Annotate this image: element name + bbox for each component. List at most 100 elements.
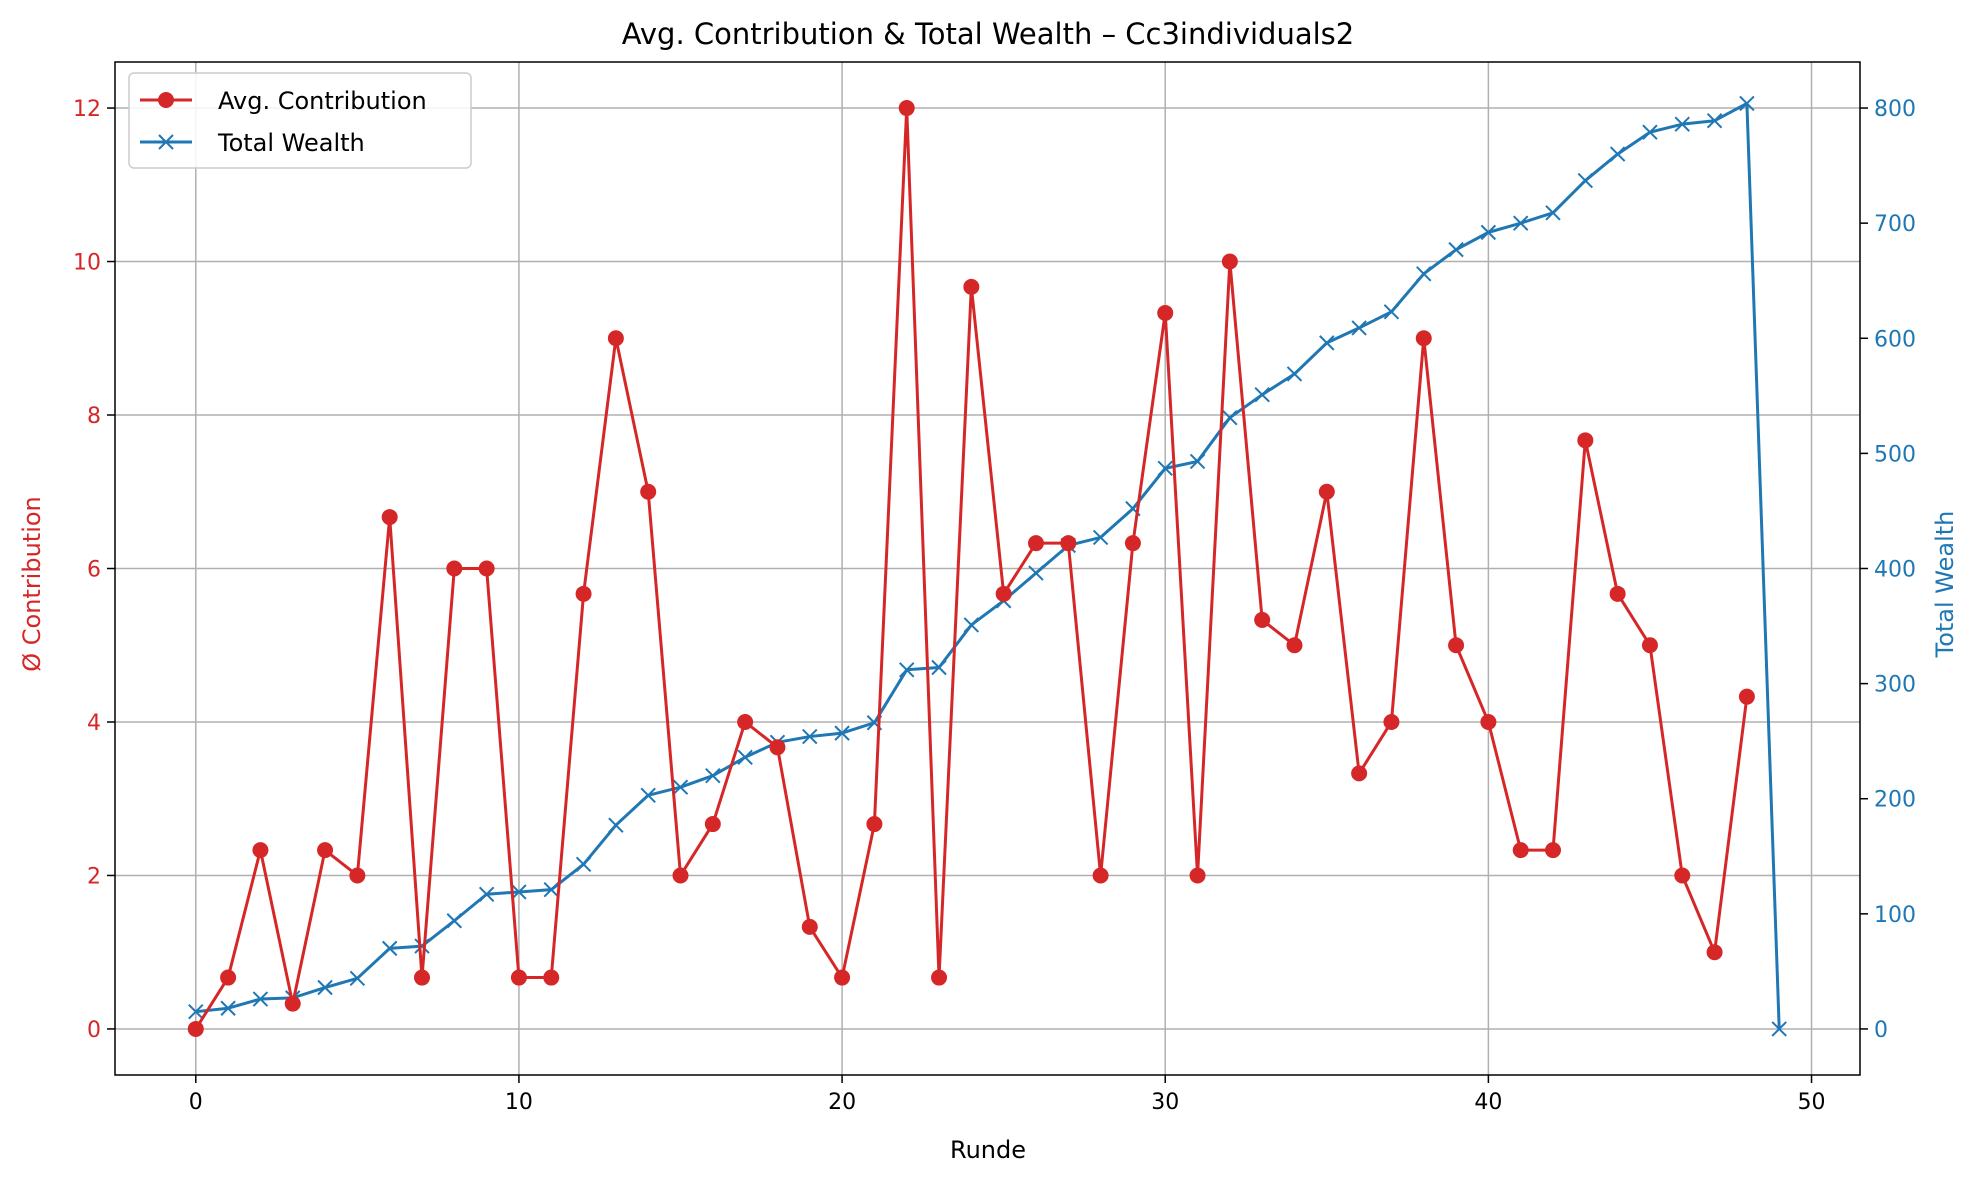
- contribution-point: [1674, 867, 1691, 884]
- wealth-point: [931, 659, 947, 676]
- wealth-point: [543, 881, 559, 898]
- y-axis-right-label: Total Wealth: [1931, 511, 1959, 659]
- wealth-point: [252, 991, 269, 1007]
- contribution-point: [898, 100, 915, 117]
- wealth-point: [834, 725, 850, 741]
- chart-title: Avg. Contribution & Total Wealth – Cc3in…: [622, 17, 1354, 51]
- wealth-point: [899, 662, 915, 678]
- wealth-point: [1674, 116, 1690, 132]
- contribution-point: [1512, 842, 1529, 859]
- contribution-point: [1448, 637, 1465, 654]
- y-right-tick-label: 300: [1874, 673, 1916, 698]
- wealth-point: [1092, 529, 1109, 546]
- wealth-point: [1739, 95, 1755, 112]
- wealth-point: [1383, 304, 1400, 320]
- y-right-tick-label: 400: [1874, 558, 1916, 583]
- y-left-tick-label: 2: [87, 864, 101, 889]
- contribution-point: [704, 816, 721, 833]
- y-right-tick-label: 600: [1874, 327, 1916, 352]
- x-tick-label: 50: [1798, 1090, 1826, 1115]
- series-avg-contribution: [187, 100, 1755, 1037]
- wealth-point: [737, 749, 753, 765]
- wealth-point: [1416, 266, 1432, 282]
- contribution-point: [866, 816, 883, 833]
- contribution-point: [413, 969, 430, 986]
- contribution-point: [1318, 483, 1335, 500]
- y-left-tick-label: 12: [73, 97, 101, 122]
- grid-lines: [115, 62, 1860, 1075]
- contribution-point: [1609, 585, 1626, 602]
- legend-wealth-marker: [158, 134, 174, 150]
- contribution-point: [220, 969, 237, 986]
- y-left-tick-label: 10: [73, 251, 101, 276]
- contribution-point: [284, 995, 301, 1012]
- contribution-point: [1254, 611, 1271, 628]
- contribution-point: [1027, 535, 1044, 552]
- legend-contribution-marker: [158, 92, 174, 108]
- contribution-point: [1738, 688, 1755, 705]
- wealth-point: [381, 940, 398, 957]
- wealth-point: [1319, 335, 1335, 351]
- contribution-point: [1706, 944, 1723, 961]
- contribution-point: [446, 560, 463, 577]
- x-tick-label: 0: [189, 1090, 203, 1115]
- wealth-point: [1448, 241, 1464, 258]
- wealth-point: [317, 979, 333, 996]
- contribution-point: [543, 969, 560, 986]
- legend-box: [128, 72, 472, 169]
- legend-contribution-label: Avg. Contribution: [218, 87, 427, 115]
- y-right-tick-label: 100: [1874, 903, 1916, 928]
- contribution-point: [1157, 304, 1174, 321]
- wealth-point: [672, 779, 689, 795]
- contribution-point: [187, 1020, 204, 1037]
- wealth-point: [1028, 565, 1044, 581]
- contribution-point: [672, 867, 689, 884]
- contribution-point: [769, 739, 786, 756]
- contribution-point: [1060, 535, 1077, 552]
- wealth-point: [1189, 453, 1206, 470]
- wealth-point: [478, 886, 495, 902]
- wealth-point: [1545, 205, 1561, 221]
- wealth-point: [1157, 460, 1173, 477]
- y-left-tick-label: 6: [87, 558, 101, 583]
- wealth-point: [1642, 124, 1658, 140]
- y-left-tick-label: 0: [87, 1018, 101, 1043]
- contribution-point: [1351, 765, 1368, 782]
- wealth-point: [608, 817, 624, 833]
- contribution-point: [1383, 713, 1400, 730]
- wealth-point: [1480, 224, 1497, 241]
- contribution-point: [510, 969, 527, 986]
- contribution-point: [1189, 867, 1206, 884]
- x-tick-label: 20: [828, 1090, 856, 1115]
- wealth-point: [1609, 146, 1626, 162]
- y-axis-left-label: Ø Contribution: [18, 496, 46, 672]
- wealth-point: [349, 970, 366, 987]
- contribution-point: [607, 330, 624, 347]
- y-axis-left: 0 2 4 6 8 10 12: [73, 97, 115, 1043]
- contribution-point: [1092, 867, 1109, 884]
- x-axis-label: Runde: [950, 1136, 1026, 1164]
- x-axis: 0 10 20 30 40 50: [189, 1075, 1826, 1115]
- contribution-point: [1124, 535, 1141, 552]
- legend: Avg. Contribution Total Wealth: [128, 72, 472, 169]
- wealth-point: [802, 728, 818, 745]
- contribution-point: [1286, 637, 1303, 654]
- y-right-tick-label: 700: [1874, 212, 1916, 237]
- contribution-point: [1641, 637, 1658, 654]
- wealth-point: [446, 913, 463, 929]
- contribution-point: [252, 842, 269, 859]
- y-right-tick-label: 200: [1874, 788, 1916, 813]
- wealth-point: [1706, 113, 1723, 129]
- contribution-point: [1545, 842, 1562, 859]
- wealth-point: [414, 938, 430, 954]
- contribution-point: [349, 867, 366, 884]
- y-left-tick-label: 4: [87, 711, 101, 736]
- x-tick-label: 40: [1474, 1090, 1502, 1115]
- contribution-point: [1577, 432, 1594, 449]
- wealth-point: [188, 1003, 204, 1020]
- wealth-point: [1222, 409, 1238, 426]
- legend-wealth-label: Total Wealth: [217, 129, 365, 157]
- contribution-point: [478, 560, 495, 577]
- wealth-point: [1254, 386, 1270, 403]
